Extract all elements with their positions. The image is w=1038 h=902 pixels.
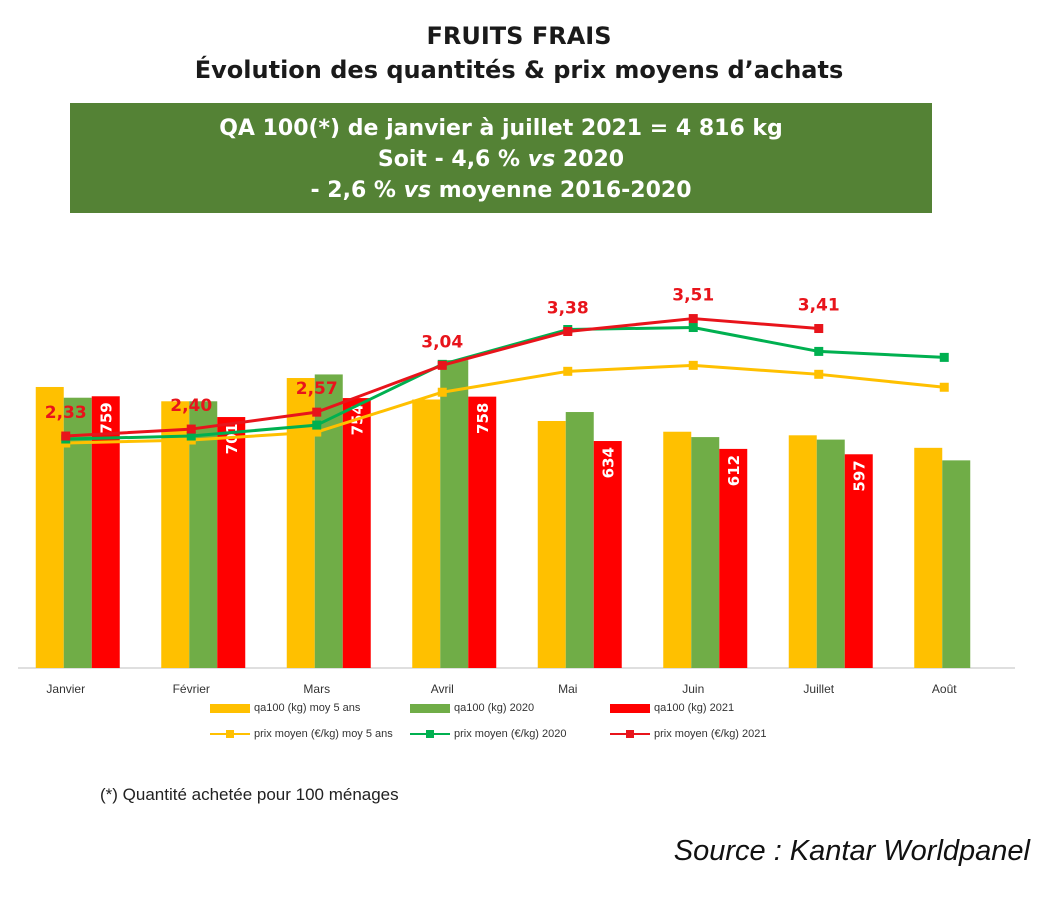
bar-0-mars [286, 378, 315, 668]
chart-title: FRUITS FRAIS [426, 22, 612, 50]
x-tick-label: Mars [303, 682, 330, 696]
line-marker-1 [186, 431, 196, 441]
line-marker-1 [688, 323, 698, 333]
line-marker-0 [312, 427, 322, 437]
line-marker-2 [563, 327, 573, 337]
bar-value-label: 759 [98, 402, 116, 433]
bar-value-label: 597 [851, 460, 869, 491]
legend-swatch-line-2020 [410, 728, 450, 740]
x-tick-label: Août [932, 682, 957, 696]
line-marker-2 [814, 324, 824, 334]
legend-item-line-2020: prix moyen (€/kg) 2020 [410, 728, 567, 740]
chart-legend: qa100 (kg) moy 5 ans qa100 (kg) 2020 qa1… [0, 700, 1038, 750]
banner-line-2-text: Soit - 4,6 % [377, 147, 528, 172]
legend-swatch-line-5ans [210, 728, 250, 740]
line-marker-2 [186, 424, 196, 434]
price-data-label: 2,33 [45, 403, 87, 423]
price-data-label: 2,40 [170, 396, 212, 416]
legend-label-bar-2021: qa100 (kg) 2021 [654, 702, 735, 714]
line-marker-1 [312, 420, 322, 430]
legend-item-line-5ans: prix moyen (€/kg) moy 5 ans [210, 728, 393, 740]
bar-0-juillet [788, 435, 817, 668]
price-data-label: 3,51 [672, 286, 714, 306]
line-marker-2 [688, 314, 698, 324]
legend-label-line-2020: prix moyen (€/kg) 2020 [454, 728, 567, 740]
x-tick-label: Février [173, 682, 210, 696]
x-tick-label: Juin [682, 682, 704, 696]
summary-banner: QA 100(*) de janvier à juillet 2021 = 4 … [70, 103, 932, 213]
bar-1-février [189, 401, 218, 668]
bar-1-juillet [816, 439, 845, 668]
x-tick-label: Juillet [803, 682, 834, 696]
line-marker-0 [939, 382, 949, 392]
line-marker-2 [312, 407, 322, 417]
bar-value-label: 758 [474, 403, 492, 434]
bar-2-avril [468, 396, 497, 668]
banner-line-3-vs: vs [403, 178, 432, 203]
legend-swatch-line-2021 [610, 728, 650, 740]
bar-0-janvier [35, 386, 64, 668]
bar-2-mai [593, 441, 622, 668]
bar-2-février [217, 417, 246, 668]
price-data-label: 2,57 [296, 379, 338, 399]
bar-value-label: 612 [725, 455, 743, 486]
bar-0-mai [537, 420, 566, 668]
line-marker-0 [688, 360, 698, 370]
bar-2-mars [342, 398, 371, 668]
line-series-0 [65, 363, 945, 445]
legend-label-bar-2020: qa100 (kg) 2020 [454, 702, 535, 714]
legend-item-bar-2021: qa100 (kg) 2021 [610, 702, 734, 714]
bar-2-juin [719, 448, 748, 668]
x-tick-label: Mai [558, 682, 577, 696]
line-marker-2 [437, 360, 447, 370]
bar-0-avril [412, 399, 441, 668]
bar-0-juin [663, 431, 692, 668]
bar-0-février [161, 401, 190, 668]
bar-0-août [914, 447, 943, 668]
x-tick-label: Janvier [46, 682, 85, 696]
banner-line-2-vs: vs [527, 147, 556, 172]
price-data-label: 3,38 [547, 299, 589, 319]
legend-swatch-bar-2021 [610, 703, 650, 713]
line-marker-0 [563, 366, 573, 376]
legend-item-line-2021: prix moyen (€/kg) 2021 [610, 728, 767, 740]
x-tick-label: Avril [431, 682, 454, 696]
line-marker-1 [939, 352, 949, 362]
banner-line-2: Soit - 4,6 % vs 2020 [70, 144, 932, 175]
legend-label-line-5ans: prix moyen (€/kg) moy 5 ans [254, 728, 393, 740]
legend-label-line-2021: prix moyen (€/kg) 2021 [654, 728, 767, 740]
banner-line-3-text: - 2,6 % [310, 178, 404, 203]
line-marker-1 [814, 346, 824, 356]
price-data-label: 3,41 [798, 296, 840, 316]
footnote: (*) Quantité achetée pour 100 ménages [100, 785, 399, 804]
combo-chart: 759Janvier701Février754Mars758Avril634Ma… [18, 286, 1015, 696]
bar-1-juin [691, 437, 720, 668]
chart-subtitle: Évolution des quantités & prix moyens d’… [194, 56, 844, 84]
banner-line-3-period: moyenne 2016-2020 [431, 178, 692, 203]
bar-1-août [942, 460, 971, 668]
legend-label-bar-5ans: qa100 (kg) moy 5 ans [254, 702, 361, 714]
legend-item-bar-5ans: qa100 (kg) moy 5 ans [210, 702, 360, 714]
legend-swatch-bar-2020 [410, 703, 450, 713]
legend-swatch-bar-5ans [210, 703, 250, 713]
bar-2-juillet [844, 454, 873, 668]
bar-1-avril [440, 360, 469, 668]
banner-line-1: QA 100(*) de janvier à juillet 2021 = 4 … [219, 116, 783, 141]
source-credit: Source : Kantar Worldpanel [673, 835, 1030, 867]
bar-value-label: 634 [600, 447, 618, 478]
legend-item-bar-2020: qa100 (kg) 2020 [410, 702, 534, 714]
line-marker-0 [814, 369, 824, 379]
banner-line-3: - 2,6 % vs moyenne 2016-2020 [70, 175, 932, 206]
bar-1-mai [565, 412, 594, 668]
banner-line-2-year: 2020 [555, 147, 625, 172]
line-marker-0 [437, 387, 447, 397]
line-marker-2 [61, 431, 71, 441]
price-data-label: 3,04 [421, 332, 463, 352]
